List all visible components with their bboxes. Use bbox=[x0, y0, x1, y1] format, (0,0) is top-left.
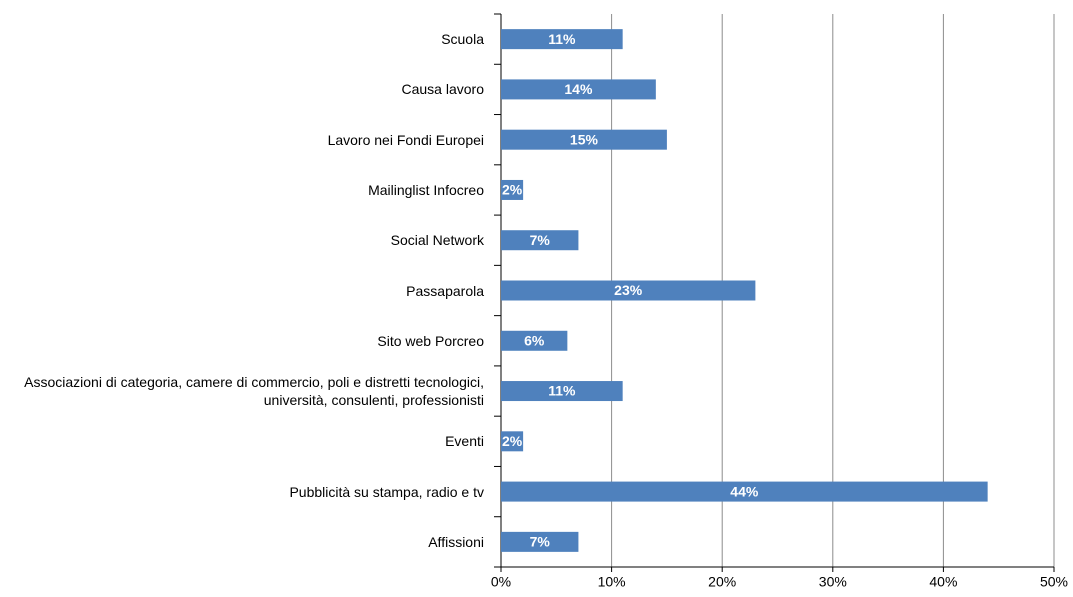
data-label: 11% bbox=[548, 383, 576, 399]
data-label: 2% bbox=[502, 182, 523, 198]
bar bbox=[501, 431, 524, 452]
bar bbox=[501, 531, 579, 552]
data-label: 23% bbox=[614, 282, 643, 298]
data-label: 11% bbox=[548, 31, 576, 47]
y-tick-label: Scuola bbox=[441, 31, 484, 48]
bar bbox=[501, 280, 756, 301]
bar bbox=[501, 129, 667, 150]
bar bbox=[501, 230, 579, 251]
data-label: 15% bbox=[570, 131, 599, 147]
x-tick-label: 20% bbox=[708, 574, 736, 590]
y-tick-label: Pubblicità su stampa, radio e tv bbox=[289, 483, 484, 500]
bar bbox=[501, 330, 568, 351]
y-tick-label: Lavoro nei Fondi Europei bbox=[327, 131, 484, 148]
y-tick-label: Passaparola bbox=[406, 282, 484, 299]
bar bbox=[501, 179, 524, 200]
x-tick-label: 30% bbox=[819, 574, 847, 590]
y-tick-label: Causa lavoro bbox=[401, 81, 485, 98]
bar bbox=[501, 381, 623, 402]
data-label: 7% bbox=[530, 232, 551, 248]
bar bbox=[501, 29, 623, 50]
data-label: 2% bbox=[502, 433, 523, 449]
data-label: 7% bbox=[530, 534, 551, 550]
bar bbox=[501, 481, 988, 502]
y-tick-label: Sito web Porcreo bbox=[377, 332, 484, 349]
y-tick-label: Affissioni bbox=[428, 533, 484, 550]
y-tick-label: Social Network bbox=[390, 232, 484, 249]
x-tick-label: 50% bbox=[1040, 574, 1068, 590]
bar bbox=[501, 79, 656, 100]
x-tick-label: 10% bbox=[598, 574, 626, 590]
data-label: 6% bbox=[524, 332, 545, 348]
y-tick-label: Associazioni di categoria, camere di com… bbox=[24, 374, 484, 409]
data-label: 44% bbox=[730, 483, 759, 499]
x-tick-label: 40% bbox=[929, 574, 957, 590]
y-tick-label: Eventi bbox=[445, 433, 484, 450]
x-tick-label: 0% bbox=[491, 574, 511, 590]
y-tick-label: Mailinglist Infocreo bbox=[368, 181, 484, 198]
data-label: 14% bbox=[564, 81, 593, 97]
